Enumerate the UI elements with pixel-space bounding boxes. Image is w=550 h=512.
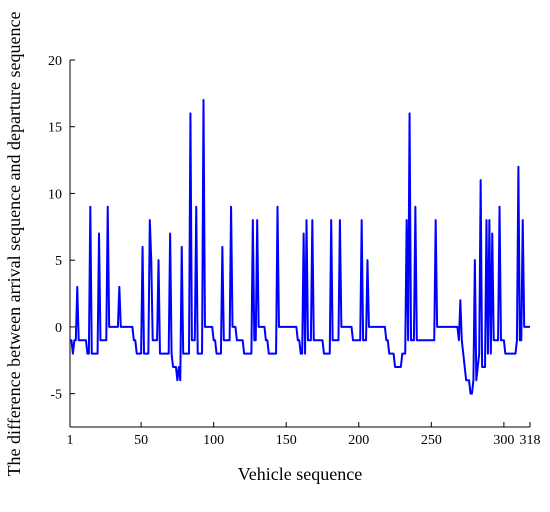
x-tick-label: 150: [276, 433, 297, 448]
y-tick-label: 5: [55, 254, 62, 269]
x-tick-label: 300: [493, 433, 514, 448]
y-tick-label: 10: [48, 187, 62, 202]
y-tick-label: 20: [48, 54, 62, 69]
x-tick-label: 1: [67, 433, 74, 448]
x-tick-label: 250: [421, 433, 442, 448]
y-tick-label: 15: [48, 121, 62, 136]
x-tick-label: 200: [348, 433, 369, 448]
x-tick-label: 100: [203, 433, 224, 448]
y-tick-label: 0: [55, 321, 62, 336]
x-tick-label: 50: [134, 433, 148, 448]
y-tick-label: -5: [50, 388, 62, 403]
data-line: [70, 99, 530, 395]
y-axis-label: The difference between arrival sequence …: [4, 12, 24, 477]
x-tick-label: 318: [520, 433, 541, 448]
x-axis-label: Vehicle sequence: [238, 464, 362, 484]
